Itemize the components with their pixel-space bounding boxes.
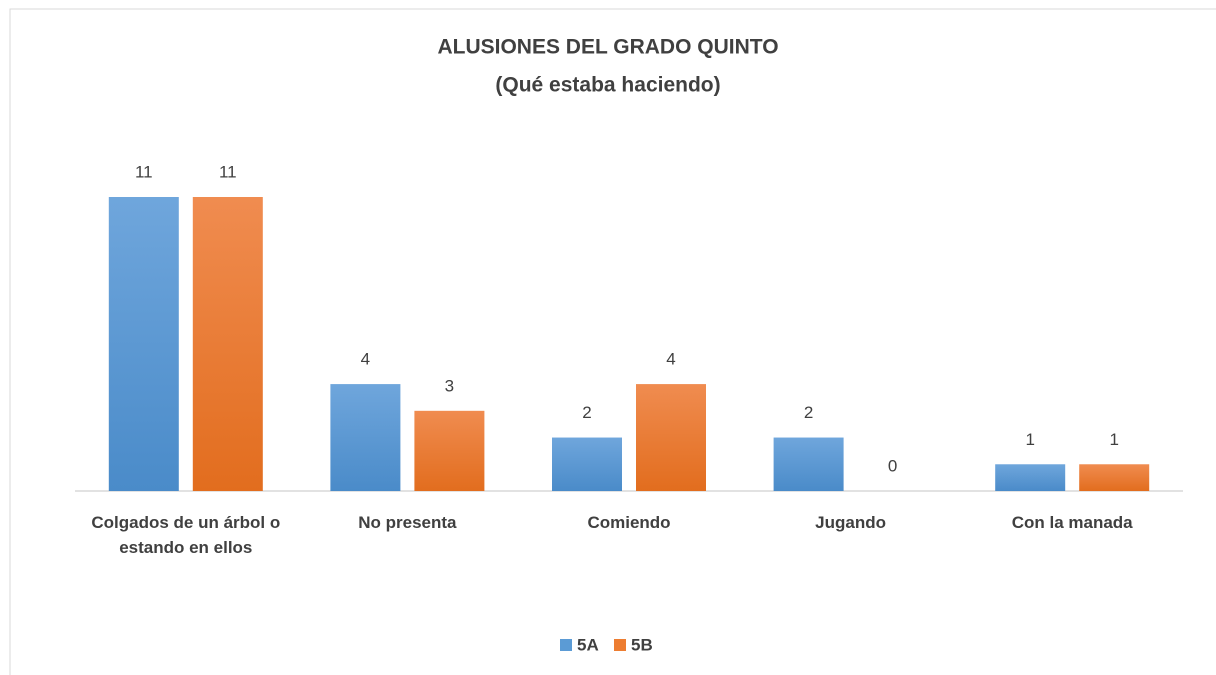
chart-frame xyxy=(9,8,1216,675)
data-label: 0 xyxy=(888,456,897,475)
x-tick-label: Jugando xyxy=(815,513,887,532)
bar xyxy=(552,437,622,491)
legend-swatch xyxy=(560,639,572,651)
bar xyxy=(995,464,1066,491)
data-label: 4 xyxy=(361,350,370,369)
bar xyxy=(636,384,706,491)
data-label: 1 xyxy=(1109,430,1118,449)
x-tick-label: Comiendo xyxy=(587,513,671,532)
chart-title: ALUSIONES DEL GRADO QUINTO xyxy=(437,36,778,59)
data-label: 2 xyxy=(582,403,591,422)
data-label: 11 xyxy=(135,162,153,181)
bar xyxy=(1079,464,1150,491)
data-label: 3 xyxy=(445,376,454,395)
legend-swatch xyxy=(614,639,626,651)
data-label: 1 xyxy=(1025,430,1034,449)
legend-label: 5A xyxy=(577,635,599,654)
data-label: 4 xyxy=(666,350,675,369)
bar xyxy=(330,384,401,491)
x-tick-label: Colgados de un árbol o estando en ellos xyxy=(91,513,281,557)
bar xyxy=(192,197,263,491)
x-tick-label: No presenta xyxy=(358,513,457,532)
bar xyxy=(108,197,179,491)
bar xyxy=(773,437,844,491)
data-label: 2 xyxy=(804,403,813,422)
chart-title: (Qué estaba haciendo) xyxy=(495,74,720,97)
data-label: 11 xyxy=(219,162,237,181)
bar xyxy=(414,410,485,491)
legend-label: 5B xyxy=(631,635,653,654)
x-tick-label: Con la manada xyxy=(1011,513,1133,532)
